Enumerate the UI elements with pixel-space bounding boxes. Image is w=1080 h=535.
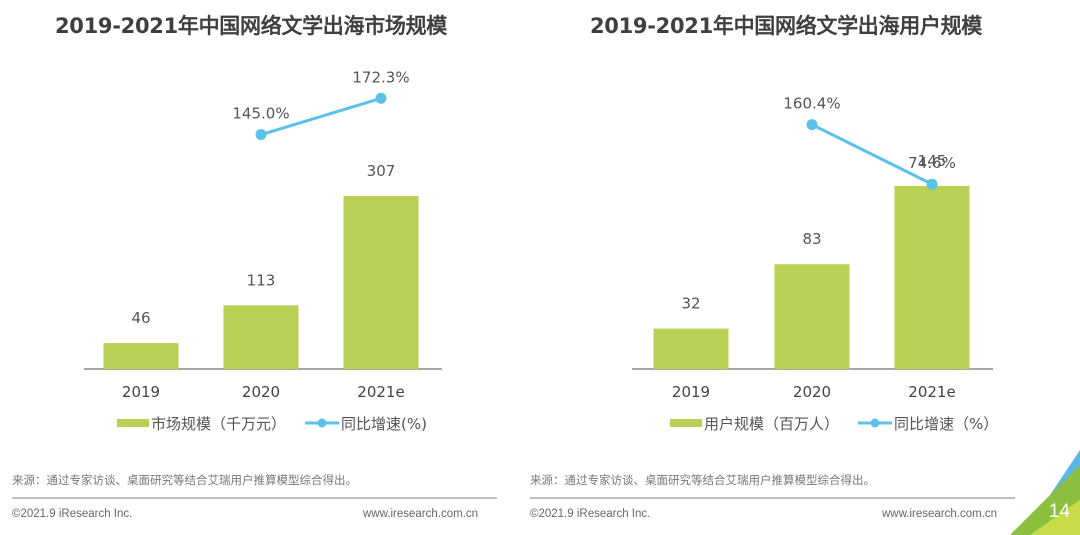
growth-rate-label: 145.0% bbox=[232, 105, 289, 123]
bar-value-label: 113 bbox=[247, 271, 276, 289]
growth-rate-line bbox=[260, 96, 382, 137]
copyright-right: ©2021.9 iResearch Inc. bbox=[530, 508, 651, 520]
legend-bar-label: 用户规模（百万人） bbox=[704, 415, 839, 433]
copyright-left: ©2021.9 iResearch Inc. bbox=[12, 508, 133, 520]
website-left: www.iresearch.com.cn bbox=[363, 508, 479, 520]
bar-value-label: 307 bbox=[367, 162, 396, 180]
user-scale-chart: 32 2019 83 2020 145 2021e 160.4% 74.6% 用户规模（百万人）… bbox=[632, 95, 998, 433]
bar-2021e bbox=[894, 186, 970, 369]
growth-rate-point bbox=[926, 178, 938, 190]
growth-rate-line bbox=[811, 123, 933, 186]
growth-rate-point bbox=[806, 119, 818, 131]
source-note-left: 来源：通过专家访谈、桌面研究等结合艾瑞用户推算模型综合得出。 bbox=[12, 473, 357, 487]
corner-lime-triangle bbox=[1030, 500, 1080, 535]
legend-line-label: 同比增速（%） bbox=[894, 415, 998, 433]
page-corner-decoration bbox=[1010, 450, 1080, 535]
bar-2020 bbox=[223, 305, 299, 369]
divider-left bbox=[12, 497, 497, 499]
chart-title-users: 2019-2021年中国网络文学出海用户规模 bbox=[590, 14, 983, 38]
legend-line-marker bbox=[317, 418, 327, 428]
legend-line-label: 同比增速(%) bbox=[341, 415, 427, 433]
bar-value-label: 46 bbox=[131, 309, 150, 327]
growth-rate-label: 172.3% bbox=[352, 68, 409, 86]
x-tick-label: 2021e bbox=[908, 383, 955, 401]
bar-value-label: 83 bbox=[802, 230, 821, 248]
bar-2020 bbox=[774, 264, 850, 369]
growth-rate-label: 160.4% bbox=[783, 95, 840, 113]
market-size-chart: 46 2019 113 2020 307 2021e 145.0% 172.3% 市场规模（千万… bbox=[84, 68, 442, 433]
page-number: 14 bbox=[1048, 501, 1070, 522]
growth-rate-label: 74.6% bbox=[908, 154, 956, 172]
growth-rate-point bbox=[375, 92, 387, 104]
website-right: www.iresearch.com.cn bbox=[882, 508, 998, 520]
bar-2019 bbox=[103, 343, 179, 369]
x-tick-label: 2019 bbox=[672, 383, 710, 401]
x-tick-label: 2020 bbox=[793, 383, 831, 401]
growth-rate-point bbox=[255, 129, 267, 141]
legend-bar-label: 市场规模（千万元） bbox=[151, 415, 286, 433]
source-note-right: 来源：通过专家访谈、桌面研究等结合艾瑞用户推算模型综合得出。 bbox=[530, 473, 875, 487]
bar-value-label: 32 bbox=[681, 295, 700, 313]
bar-2019 bbox=[653, 328, 729, 369]
legend-bar-swatch bbox=[117, 419, 149, 427]
bar-2021e bbox=[343, 196, 419, 369]
bar-value-label: 145 bbox=[918, 152, 947, 170]
x-tick-label: 2020 bbox=[242, 383, 280, 401]
x-tick-label: 2021e bbox=[357, 383, 404, 401]
legend-bar-swatch bbox=[670, 419, 702, 427]
divider-right bbox=[530, 497, 1015, 499]
chart-title-market: 2019-2021年中国网络文学出海市场规模 bbox=[55, 14, 448, 38]
legend-line-marker bbox=[870, 418, 880, 428]
x-tick-label: 2019 bbox=[122, 383, 160, 401]
